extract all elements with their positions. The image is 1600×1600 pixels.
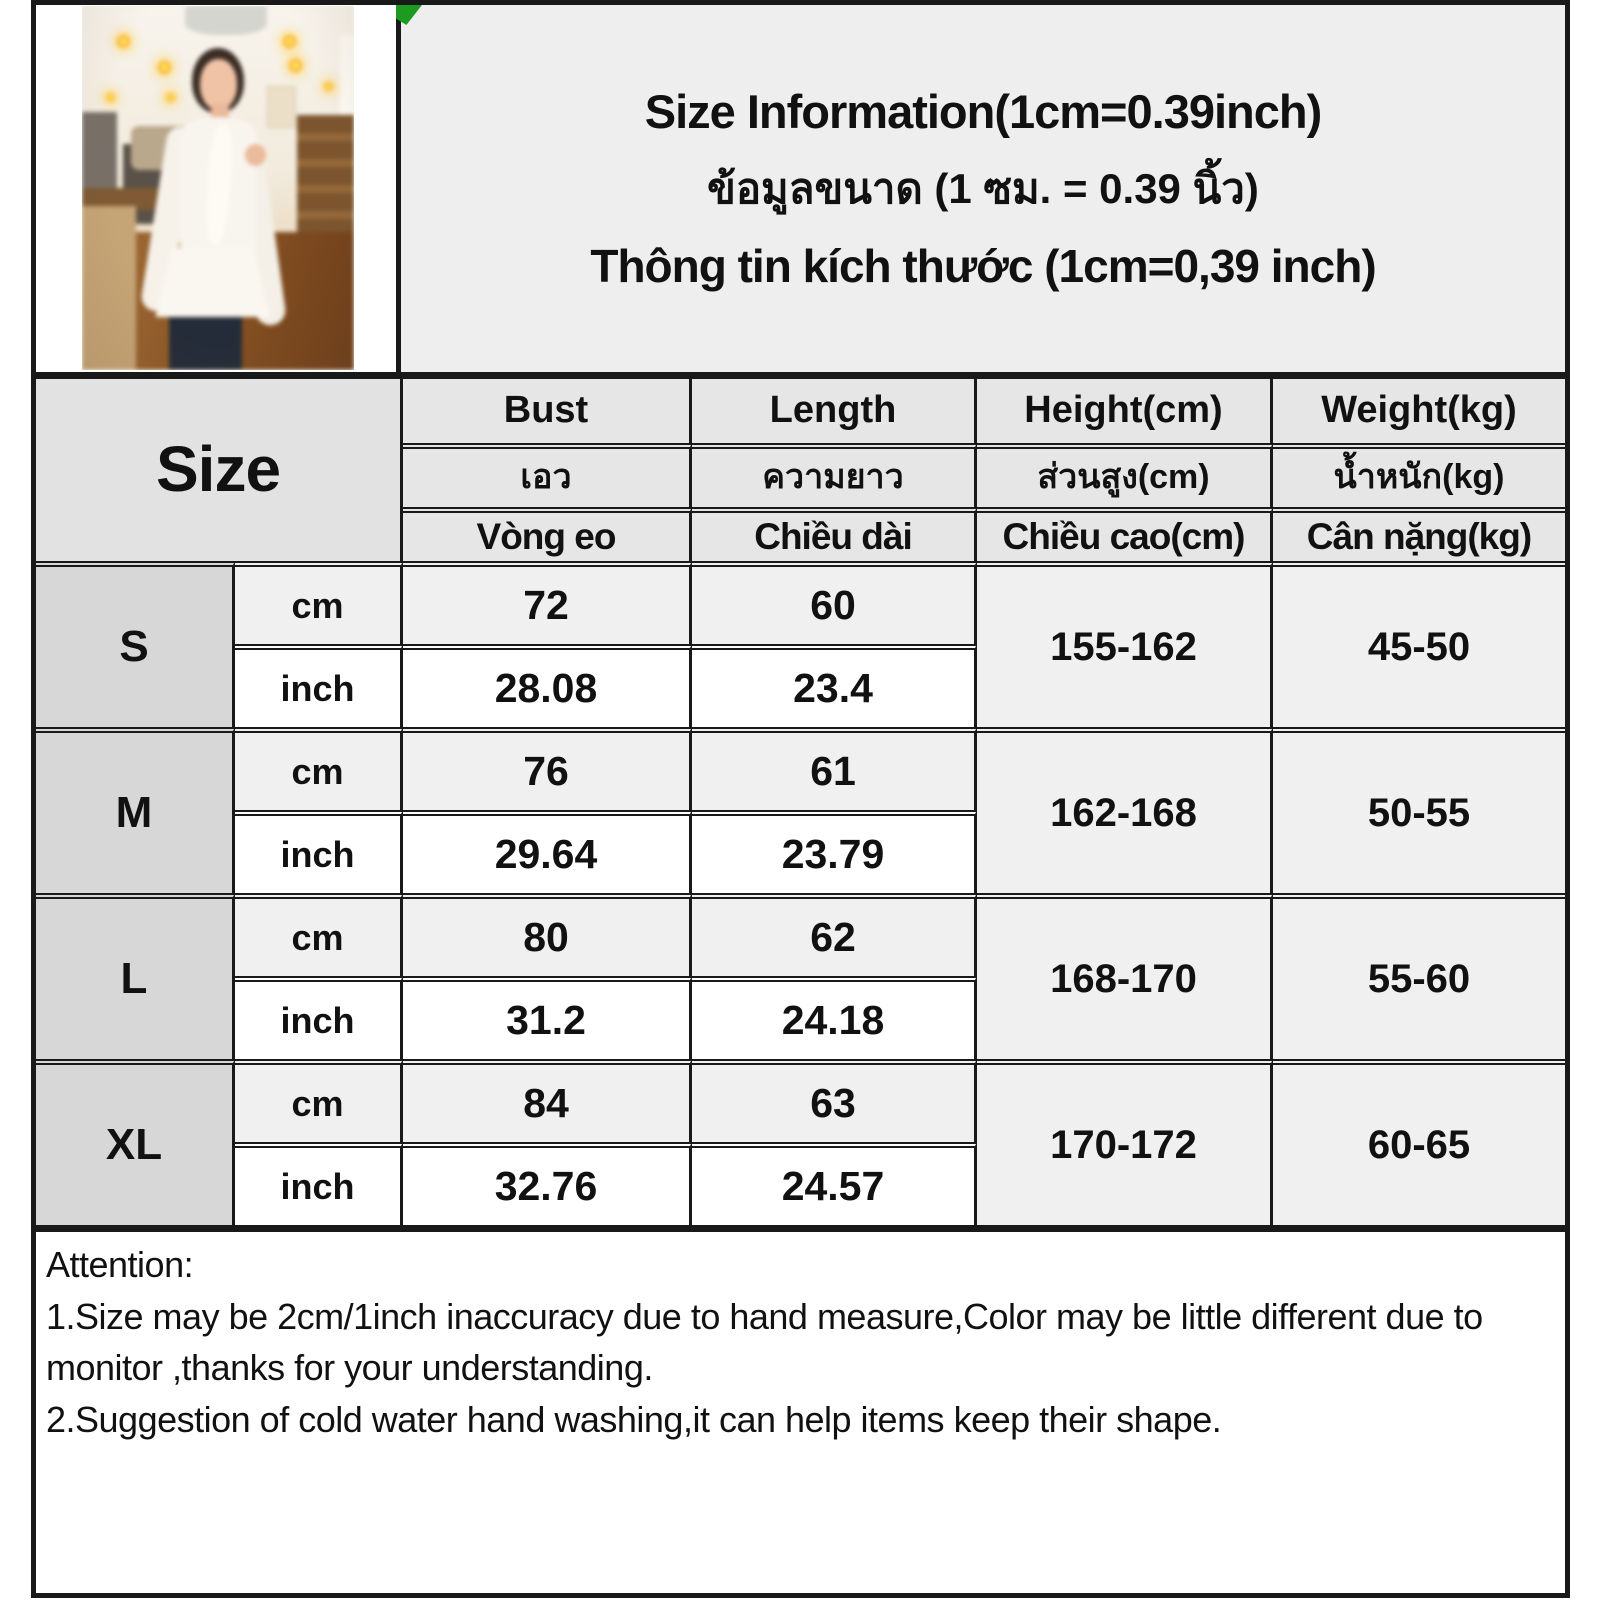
height-range-s: 155-162 xyxy=(977,561,1273,727)
title-vietnamese: Thông tin kích thước (1cm=0,39 inch) xyxy=(590,240,1376,292)
bust-inch-s: 28.08 xyxy=(403,644,692,727)
col-header-weight-th: น้ำหนัก(kg) xyxy=(1273,443,1565,507)
espresso-machine xyxy=(82,111,118,196)
col-header-weight-en: Weight(kg) xyxy=(1273,379,1565,443)
attention-note-1: 1.Size may be 2cm/1inch inaccuracy due t… xyxy=(46,1296,1483,1388)
title-panel: Size Information(1cm=0.39inch) ข้อมูลขนา… xyxy=(396,5,1565,372)
title-english: Size Information(1cm=0.39inch) xyxy=(644,85,1322,138)
peplum-ruffle xyxy=(155,248,270,318)
unit-inch: inch xyxy=(235,1142,403,1225)
wall-light xyxy=(106,93,116,103)
weight-range-l: 55-60 xyxy=(1273,893,1565,1059)
jeans xyxy=(169,311,243,370)
size-label-m: M xyxy=(36,727,235,893)
length-inch-l: 24.18 xyxy=(692,976,977,1059)
height-range-m: 162-168 xyxy=(977,727,1273,893)
ceiling-fixture xyxy=(185,6,267,36)
height-range-l: 168-170 xyxy=(977,893,1273,1059)
size-label-l: L xyxy=(36,893,235,1059)
length-inch-m: 23.79 xyxy=(692,810,977,893)
col-header-length-en: Length xyxy=(692,379,977,443)
bust-cm-m: 76 xyxy=(403,727,692,810)
col-header-bust-th: เอว xyxy=(403,443,692,507)
unit-inch: inch xyxy=(235,976,403,1059)
counter-front xyxy=(82,206,137,370)
pendant-light xyxy=(288,58,302,72)
title-thai: ข้อมูลขนาด (1 ซม. = 0.39 นิ้ว) xyxy=(707,165,1259,212)
col-header-bust-vi: Vòng eo xyxy=(403,507,692,561)
display-shelf xyxy=(296,115,354,239)
unit-cm: cm xyxy=(235,727,403,810)
bust-cm-xl: 84 xyxy=(403,1059,692,1142)
col-header-length-vi: Chiều dài xyxy=(692,507,977,561)
size-chart-card: Size Information(1cm=0.39inch) ข้อมูลขนา… xyxy=(31,0,1570,1598)
pendant-light xyxy=(166,93,176,103)
wall-light xyxy=(324,82,334,92)
bust-cm-s: 72 xyxy=(403,561,692,644)
length-cm-xl: 63 xyxy=(692,1059,977,1142)
unit-inch: inch xyxy=(235,644,403,727)
unit-cm: cm xyxy=(235,893,403,976)
bust-inch-xl: 32.76 xyxy=(403,1142,692,1225)
length-cm-l: 62 xyxy=(692,893,977,976)
col-header-bust-en: Bust xyxy=(403,379,692,443)
size-label-xl: XL xyxy=(36,1059,235,1225)
unit-cm: cm xyxy=(235,1059,403,1142)
col-header-height-vi: Chiều cao(cm) xyxy=(977,507,1273,561)
bust-inch-m: 29.64 xyxy=(403,810,692,893)
length-cm-m: 61 xyxy=(692,727,977,810)
col-header-weight-vi: Cân nặng(kg) xyxy=(1273,507,1565,561)
size-table: Size Bust Length Height(cm) Weight(kg) เ… xyxy=(36,372,1565,1232)
cold-shoulder-cutout xyxy=(245,144,266,167)
size-corner-header: Size xyxy=(36,379,403,561)
wall-frame xyxy=(266,86,297,129)
length-cm-s: 60 xyxy=(692,561,977,644)
pendant-light xyxy=(117,35,131,49)
photo-vignette xyxy=(82,6,354,370)
pendant-light xyxy=(283,35,297,49)
pendant-light xyxy=(158,60,172,74)
size-label-s: S xyxy=(36,561,235,727)
length-inch-xl: 24.57 xyxy=(692,1142,977,1225)
cafe-scene xyxy=(82,6,354,370)
unit-inch: inch xyxy=(235,810,403,893)
top-section: Size Information(1cm=0.39inch) ข้อมูลขนา… xyxy=(36,5,1565,372)
height-range-xl: 170-172 xyxy=(977,1059,1273,1225)
weight-range-m: 50-55 xyxy=(1273,727,1565,893)
model-face xyxy=(200,58,238,110)
bust-inch-l: 31.2 xyxy=(403,976,692,1059)
counter-top xyxy=(82,188,175,210)
bust-cm-l: 80 xyxy=(403,893,692,976)
attention-note-2: 2.Suggestion of cold water hand washing,… xyxy=(46,1399,1222,1441)
col-header-height-th: ส่วนสูง(cm) xyxy=(977,443,1273,507)
weight-range-xl: 60-65 xyxy=(1273,1059,1565,1225)
unit-cm: cm xyxy=(235,561,403,644)
length-inch-s: 23.4 xyxy=(692,644,977,727)
weight-range-s: 45-50 xyxy=(1273,561,1565,727)
green-corner-marker xyxy=(396,5,422,25)
attention-section: Attention: 1.Size may be 2cm/1inch inacc… xyxy=(36,1232,1565,1593)
col-header-length-th: ความยาว xyxy=(692,443,977,507)
col-header-height-en: Height(cm) xyxy=(977,379,1273,443)
product-photo xyxy=(82,6,354,370)
attention-heading: Attention: xyxy=(46,1244,194,1285)
